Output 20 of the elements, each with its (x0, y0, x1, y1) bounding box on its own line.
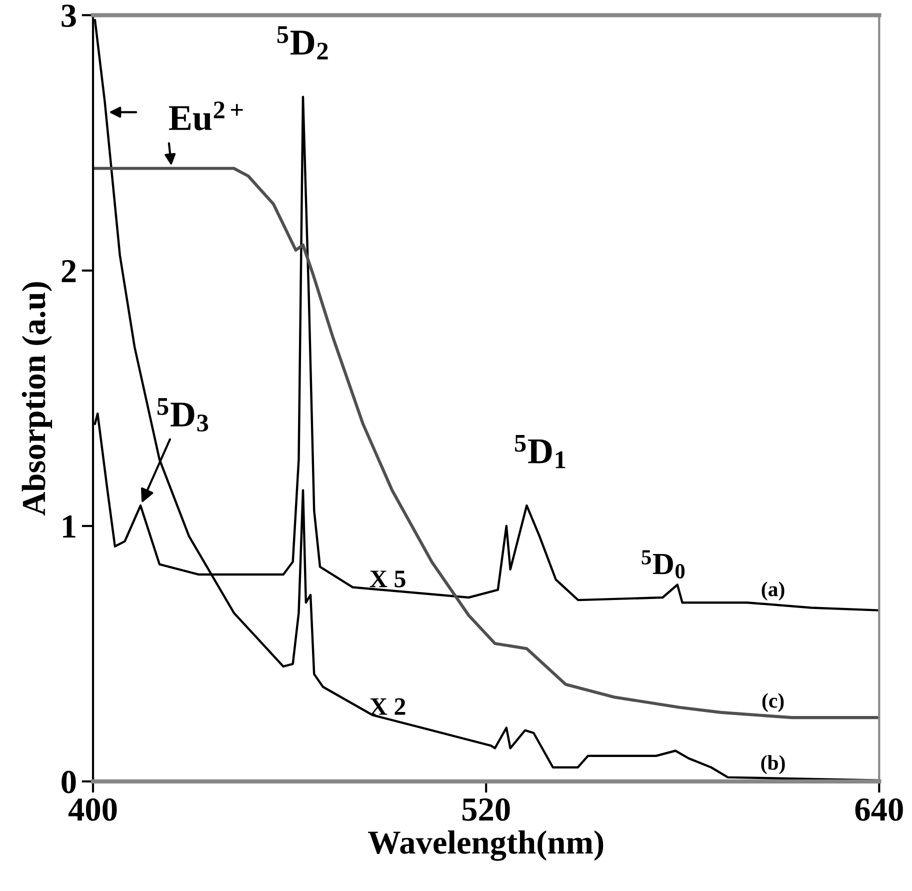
x-tick-label: 400 (68, 798, 117, 821)
x-tick-label: 640 (855, 798, 903, 821)
annotation: X 2 (370, 698, 406, 715)
series-label: (c) (762, 693, 784, 712)
series-label: (a) (762, 582, 784, 601)
x-tick-label: 520 (462, 798, 510, 821)
y-axis-title: Absorption (a.u) (22, 282, 52, 516)
annotation: $^{5}$D$_{0}$ (642, 550, 685, 578)
annotation: $^{5}$D$_{1}$ (515, 434, 566, 468)
y-tick-label: 3 (62, 4, 76, 28)
annotation: Eu$^{2+}$ (168, 102, 243, 130)
series-label: (b) (761, 755, 785, 774)
y-tick-label: 2 (62, 260, 76, 282)
y-tick-label: 0 (62, 770, 76, 794)
annotation: $^{5}$D$_{3}$ (158, 398, 208, 432)
x-axis-title: Wavelength(nm) (368, 830, 604, 861)
y-tick-label: 1 (63, 516, 76, 538)
annotation: $^{5}$D$_{2}$ (277, 26, 328, 60)
annotation: X 5 (370, 570, 406, 588)
line-series (93, 166, 880, 720)
